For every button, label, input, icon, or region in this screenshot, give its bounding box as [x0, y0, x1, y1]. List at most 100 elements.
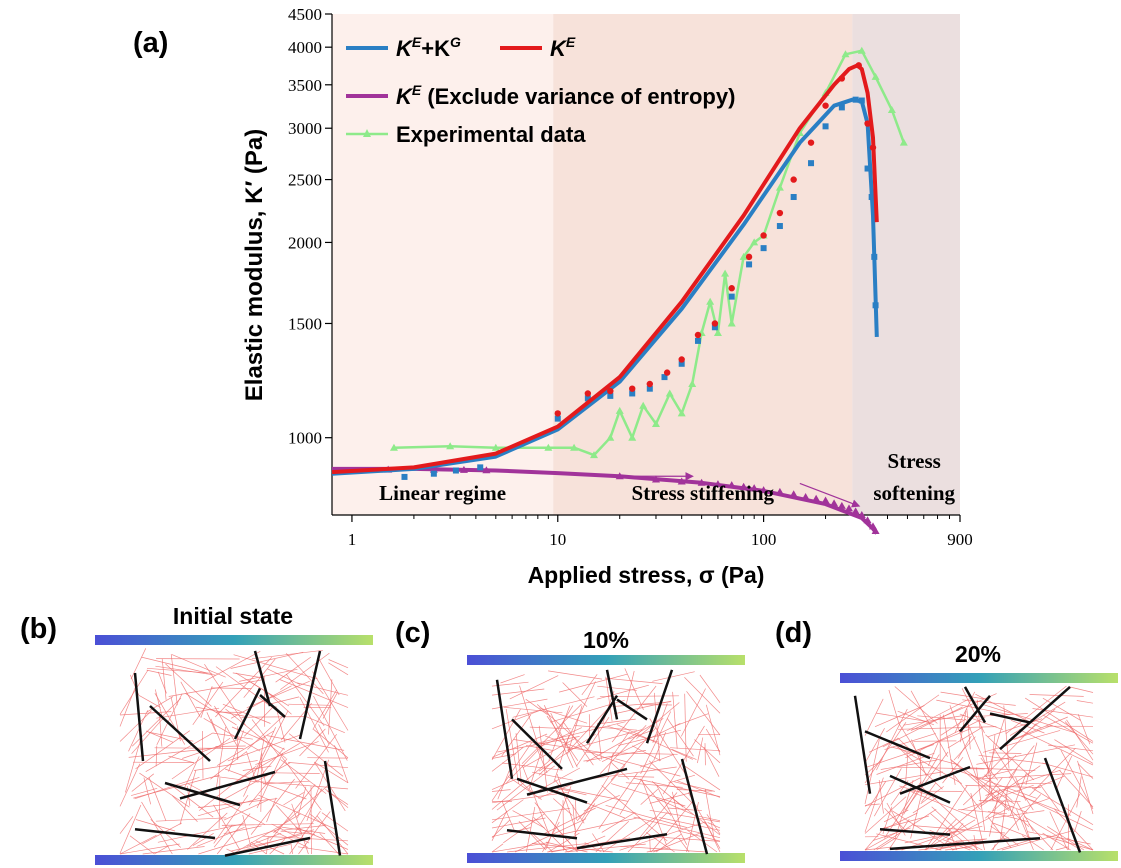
x-tick-label-0: 1 — [348, 530, 357, 549]
fiber — [291, 803, 309, 855]
fiber — [602, 816, 657, 853]
fiber — [296, 682, 349, 696]
region-label-0: Linear regime — [379, 481, 506, 505]
fiber — [906, 698, 971, 732]
x-tick-label-2: 100 — [751, 530, 777, 549]
fiber — [269, 784, 316, 842]
fiber — [546, 715, 579, 761]
fiber — [211, 687, 252, 689]
series-1-point-14 — [807, 139, 815, 146]
fiber — [1025, 742, 1038, 785]
fiber — [227, 734, 302, 762]
series-2-point-10 — [739, 482, 748, 490]
series-1-point-1 — [584, 390, 592, 397]
series-3-point-10 — [651, 419, 660, 427]
fiber — [156, 693, 183, 746]
fiber — [896, 766, 985, 770]
fiber — [954, 775, 981, 810]
legend-item-experimental: Experimental data — [346, 122, 586, 147]
series-2-point-7 — [697, 478, 706, 486]
x-axis-label: Applied stress, σ (Pa) — [528, 562, 765, 588]
fiber — [328, 662, 349, 676]
sim-title-10: 10% — [583, 627, 629, 653]
fiber — [182, 738, 242, 759]
fiber — [247, 716, 284, 750]
fiber — [864, 781, 886, 815]
series-3-point-16 — [713, 329, 722, 337]
annotation-arrows — [619, 472, 861, 508]
series-0-point-9 — [661, 374, 668, 381]
fiber — [256, 752, 284, 809]
fiber-bundle — [506, 829, 578, 840]
series-2-point-13 — [775, 487, 784, 495]
series-1-point-7 — [694, 331, 702, 339]
fiber — [949, 705, 978, 779]
fiber — [210, 718, 222, 745]
fiber — [864, 777, 884, 833]
series-2-point-15 — [801, 493, 810, 501]
fiber-network — [119, 648, 349, 855]
series-2-point-8 — [713, 480, 722, 488]
fiber-bundle — [149, 705, 211, 762]
fiber — [694, 739, 721, 764]
fiber — [1003, 789, 1072, 816]
fiber — [562, 682, 588, 707]
fiber — [232, 672, 263, 679]
fiber — [298, 811, 331, 855]
y-tick-label-3: 2500 — [288, 171, 322, 190]
fiber — [128, 710, 149, 752]
fiber — [878, 779, 884, 814]
fiber — [1059, 770, 1094, 808]
fiber — [146, 696, 174, 713]
series-0-point-15 — [760, 245, 767, 252]
fiber — [168, 755, 194, 764]
regime-backgrounds — [332, 14, 960, 515]
fiber — [1004, 795, 1020, 831]
series-3-point-28 — [887, 106, 896, 114]
fiber-bundle — [526, 767, 628, 796]
series-0-point-0 — [401, 473, 408, 480]
fiber — [652, 671, 695, 682]
fiber — [491, 807, 571, 821]
fiber — [157, 823, 244, 843]
series-1-point-13 — [790, 176, 797, 183]
fiber — [563, 721, 594, 766]
series-1-point-15 — [822, 102, 829, 109]
fiber — [129, 835, 155, 855]
fiber — [231, 726, 286, 750]
fiber-bundle — [889, 836, 1041, 851]
y-tick-label-1: 1500 — [288, 314, 322, 333]
series-2-point-20 — [845, 504, 854, 512]
fiber — [273, 783, 330, 834]
series-2-point-2 — [459, 465, 468, 473]
fiber — [562, 800, 564, 851]
fiber — [1025, 697, 1094, 742]
fiber — [288, 733, 344, 777]
fiber — [155, 817, 227, 822]
fiber — [119, 816, 134, 834]
fiber — [671, 791, 681, 830]
series-3-point-4 — [570, 443, 579, 451]
fiber-bundles — [133, 650, 342, 857]
fiber-bundle — [259, 694, 286, 718]
series-0-point-2 — [452, 467, 459, 474]
fiber — [288, 762, 349, 769]
fiber — [610, 783, 686, 807]
fiber — [542, 807, 596, 836]
fiber — [548, 670, 603, 680]
fiber — [586, 751, 678, 755]
fiber — [283, 792, 304, 806]
fiber — [672, 691, 678, 749]
fiber — [884, 808, 906, 831]
fiber-bundle — [889, 774, 951, 804]
fiber — [512, 810, 545, 829]
region-label-2-1: softening — [873, 481, 955, 505]
fiber — [1008, 745, 1035, 779]
fiber — [285, 673, 325, 727]
top-plate — [467, 655, 745, 665]
fiber — [917, 715, 964, 721]
fiber — [491, 746, 524, 772]
fiber — [977, 769, 1012, 779]
fiber — [913, 825, 1006, 834]
series-3-point-19 — [739, 252, 748, 260]
